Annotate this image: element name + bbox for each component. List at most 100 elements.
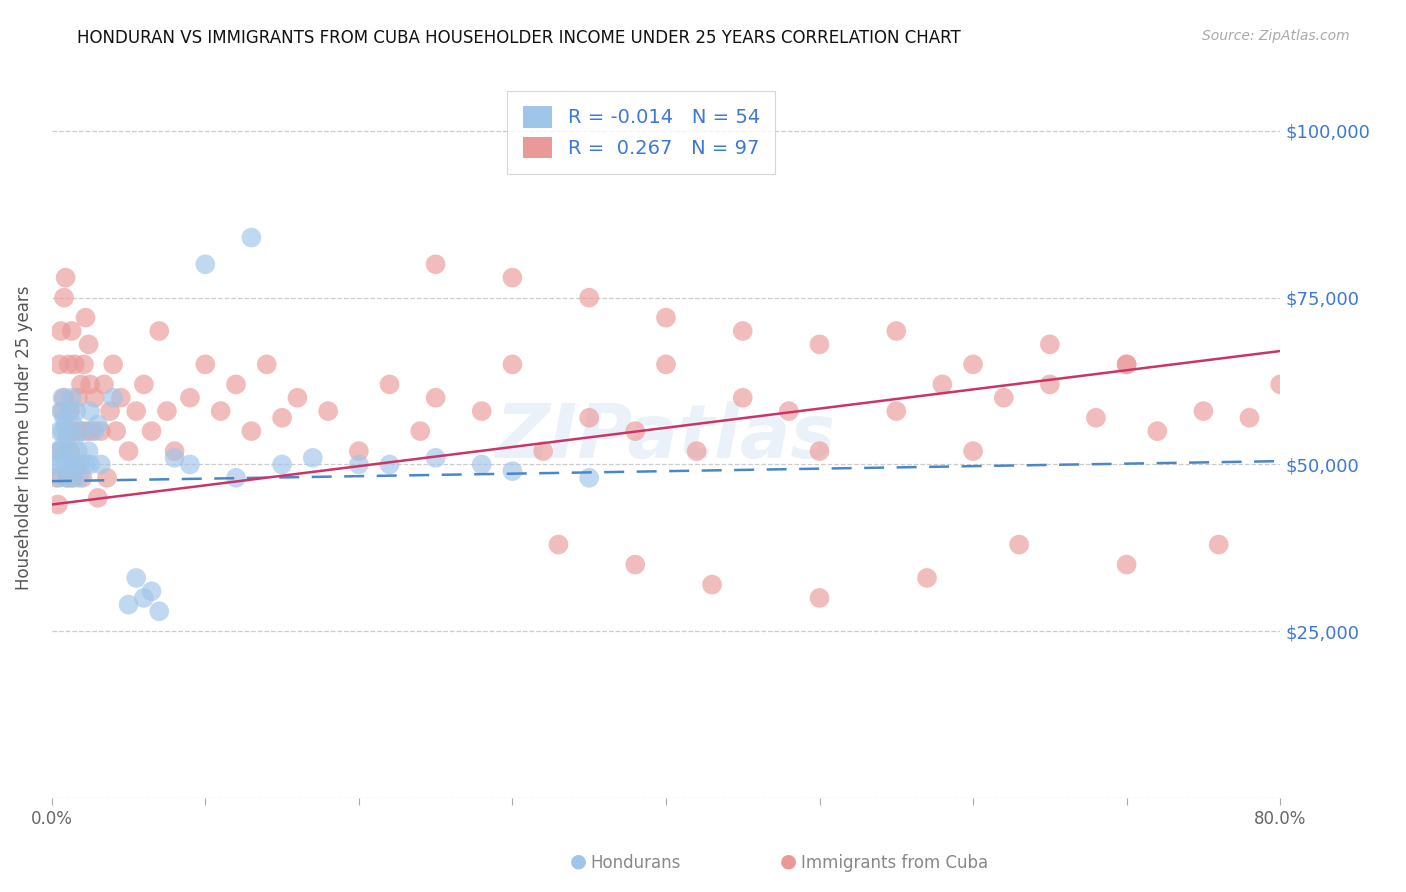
Point	[60, 324, 83, 338]
Point	[1039, 337, 1062, 351]
Point	[53, 437, 76, 451]
Point	[51, 444, 73, 458]
Point	[141, 584, 163, 599]
Point	[60, 391, 83, 405]
Point	[1208, 537, 1230, 551]
Point	[931, 377, 953, 392]
Point	[1039, 377, 1062, 392]
Point	[194, 257, 217, 271]
Y-axis label: Householder Income Under 25 years: Householder Income Under 25 years	[15, 285, 32, 590]
Point	[1192, 404, 1215, 418]
Point	[700, 577, 723, 591]
Point	[51, 391, 73, 405]
Point	[316, 404, 339, 418]
Point	[471, 458, 494, 472]
Point	[101, 358, 124, 372]
Point	[53, 391, 76, 405]
Point	[55, 417, 77, 432]
Point	[471, 404, 494, 418]
Point	[105, 424, 128, 438]
Point	[547, 537, 569, 551]
Point	[48, 444, 70, 458]
Text: ZIPatlas: ZIPatlas	[496, 401, 837, 475]
Point	[58, 358, 80, 372]
Point	[141, 424, 163, 438]
Point	[993, 391, 1015, 405]
Point	[884, 324, 907, 338]
Point	[63, 358, 86, 372]
Point	[51, 404, 73, 418]
Point	[70, 377, 93, 392]
Point	[101, 391, 124, 405]
Point	[45, 471, 67, 485]
Point	[83, 424, 105, 438]
Point	[70, 458, 93, 472]
Point	[59, 444, 82, 458]
Text: ●: ●	[780, 852, 797, 871]
Point	[49, 458, 72, 472]
Point	[163, 444, 186, 458]
Point	[1270, 377, 1292, 392]
Point	[148, 324, 170, 338]
Point	[731, 324, 754, 338]
Point	[240, 424, 263, 438]
Point	[425, 391, 447, 405]
Point	[110, 391, 132, 405]
Point	[59, 404, 82, 418]
Point	[65, 404, 87, 418]
Point	[685, 444, 707, 458]
Point	[1084, 410, 1107, 425]
Point	[1008, 537, 1031, 551]
Point	[48, 424, 70, 438]
Point	[90, 424, 112, 438]
Point	[132, 591, 155, 605]
Point	[77, 337, 100, 351]
Point	[66, 391, 89, 405]
Point	[63, 424, 86, 438]
Point	[79, 404, 101, 418]
Text: Hondurans: Hondurans	[591, 855, 681, 872]
Point	[98, 404, 121, 418]
Point	[87, 417, 110, 432]
Point	[65, 458, 87, 472]
Point	[56, 471, 79, 485]
Point	[48, 358, 70, 372]
Point	[72, 471, 94, 485]
Point	[1239, 410, 1261, 425]
Point	[1115, 358, 1137, 372]
Point	[56, 431, 79, 445]
Point	[808, 337, 831, 351]
Point	[501, 270, 523, 285]
Point	[67, 471, 90, 485]
Point	[55, 458, 77, 472]
Point	[271, 458, 294, 472]
Point	[578, 410, 600, 425]
Point	[87, 491, 110, 505]
Point	[55, 270, 77, 285]
Point	[501, 464, 523, 478]
Point	[179, 391, 201, 405]
Point	[63, 458, 86, 472]
Point	[75, 310, 97, 325]
Point	[96, 471, 118, 485]
Point	[624, 558, 647, 572]
Point	[117, 598, 139, 612]
Point	[163, 450, 186, 465]
Point	[148, 604, 170, 618]
Point	[225, 377, 247, 392]
Point	[60, 471, 83, 485]
Point	[531, 444, 554, 458]
Point	[409, 424, 432, 438]
Point	[132, 377, 155, 392]
Point	[59, 444, 82, 458]
Point	[778, 404, 800, 418]
Point	[58, 458, 80, 472]
Point	[90, 458, 112, 472]
Point	[93, 377, 115, 392]
Point	[80, 424, 103, 438]
Point	[75, 458, 97, 472]
Point	[884, 404, 907, 418]
Point	[125, 571, 148, 585]
Point	[117, 444, 139, 458]
Point	[56, 424, 79, 438]
